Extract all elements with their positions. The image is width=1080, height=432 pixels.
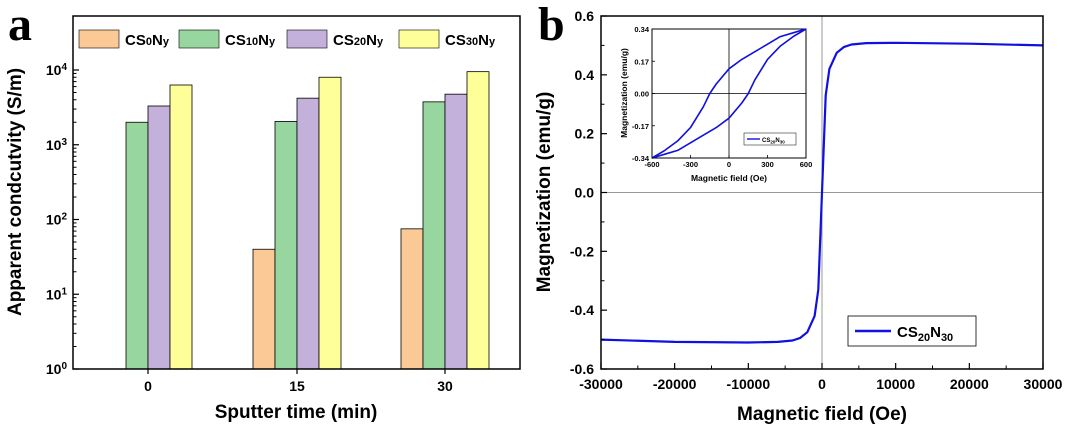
a-y-tick-label: 103 <box>46 136 68 153</box>
b-ticks: -30000 -20000 -10000 0 10000 20000 30000 -0.6 -0… <box>570 8 1063 392</box>
b-x-tick-label: -20000 <box>653 376 697 392</box>
b-y-tick-label: 0.6 <box>575 8 595 24</box>
a-x-tick-label: 0 <box>144 378 152 394</box>
inset-legend-label: CS20N30 <box>762 138 785 145</box>
bar-CS0Ny-30 <box>400 228 424 370</box>
inset-lower-branch <box>651 28 807 159</box>
b-series-CS20N30 <box>600 41 1044 344</box>
inset-upper-branch <box>651 28 807 159</box>
a-legend-swatch-CS20Ny <box>286 29 328 49</box>
a-y-tick-label: 104 <box>46 62 68 79</box>
inset-x-tick-label: -600 <box>644 160 659 169</box>
b-x-tick-label: 0 <box>818 376 826 392</box>
bar-CS30Ny-15 <box>318 76 342 370</box>
b-x-tick-label: 30000 <box>1024 376 1063 392</box>
b-y-tick-label: -0.2 <box>570 243 594 259</box>
a-legend-swatch-CS30Ny <box>398 29 440 49</box>
b-x-tick-label: 10000 <box>876 376 915 392</box>
bar-CS10Ny-0 <box>125 121 149 370</box>
b-series <box>600 41 1044 344</box>
a-y-tick-label: 102 <box>46 211 68 228</box>
a-legend-swatch-CS10Ny <box>178 29 220 49</box>
a-y-tick-label: 100 <box>46 361 68 378</box>
inset-x-tick-label: 0 <box>727 160 731 169</box>
a-legend-label-CS10Ny: CS10Ny <box>225 32 276 49</box>
bar-CS0Ny-15 <box>252 248 276 370</box>
b-x-tick-label: 20000 <box>950 376 989 392</box>
b-y-tick-label: 0.0 <box>575 185 595 201</box>
b-x-tick-label: -10000 <box>727 376 771 392</box>
b-inset-chart: -600 -300 0 300 600 -0.34 -0.17 0.00 0.17 0.34 CS… <box>619 25 812 183</box>
inset-x-tick-label: 600 <box>800 160 813 169</box>
b-legend-label: CS20N30 <box>897 324 953 344</box>
inset-x-axis-title: Magnetic field (Oe) <box>691 173 767 183</box>
a-x-axis-title: Sputter time (min) <box>215 402 378 423</box>
inset-y-tick-label: 0.34 <box>634 25 649 34</box>
a-y-axis-title: Apparent condcutvity (S/m) <box>5 68 26 316</box>
inset-y-tick-label: 0.17 <box>634 57 649 66</box>
b-y-tick-label: -0.4 <box>570 302 594 318</box>
inset-x-tick-label: 300 <box>761 160 774 169</box>
bar-CS30Ny-0 <box>169 84 193 370</box>
b-legend: CS20N30 <box>847 315 977 347</box>
b-y-axis-title: Magnetization (emu/g) <box>534 92 555 293</box>
bar-CS20Ny-0 <box>147 105 171 370</box>
b-y-tick-label: -0.6 <box>570 361 594 377</box>
bar-CS20Ny-30 <box>444 93 468 370</box>
a-x-tick-label: 30 <box>437 378 453 394</box>
panel-b-line-chart: -30000 -20000 -10000 0 10000 20000 30000 -0.6 -0… <box>534 8 1063 425</box>
bar-CS30Ny-30 <box>466 71 490 370</box>
inset-legend-box <box>743 132 797 146</box>
panel-a-letter: a <box>8 0 32 51</box>
inset-series <box>651 28 807 159</box>
b-y-tick-label: 0.4 <box>575 67 595 83</box>
a-y-tick-label: 101 <box>46 286 68 303</box>
inset-y-tick-label: -0.17 <box>632 122 649 131</box>
a-legend-swatch-CS0Ny <box>78 29 120 49</box>
inset-reference-lines <box>652 29 806 158</box>
inset-y-tick-label: -0.34 <box>632 154 650 163</box>
a-bars <box>125 71 490 370</box>
a-legend-label-CS0Ny: CS0Ny <box>125 32 170 49</box>
inset-legend: CS20N30 <box>743 132 797 146</box>
b-x-axis-title: Magnetic field (Oe) <box>737 404 907 425</box>
inset-y-axis-title: Magnetization (emu/g) <box>619 48 629 138</box>
a-legend-label-CS20Ny: CS20Ny <box>333 32 384 49</box>
inset-ticks: -600 -300 0 300 600 -0.34 -0.17 0.00 0.17 0.34 <box>632 25 812 169</box>
inset-y-tick-label: 0.00 <box>634 90 649 99</box>
b-y-tick-label: 0.2 <box>575 126 595 142</box>
bar-CS10Ny-30 <box>422 101 446 370</box>
a-ticks: 100 101 102 103 104 0 15 30 <box>46 62 453 395</box>
panel-b-letter: b <box>538 0 565 51</box>
bar-CS10Ny-15 <box>274 121 298 370</box>
a-legend: CS0Ny CS10Ny CS20Ny CS30Ny <box>78 29 496 49</box>
a-legend-label-CS30Ny: CS30Ny <box>445 32 496 49</box>
b-x-tick-label: -30000 <box>579 376 623 392</box>
a-x-tick-label: 15 <box>289 378 305 394</box>
inset-x-tick-label: -300 <box>683 160 698 169</box>
bar-CS20Ny-15 <box>296 97 320 370</box>
